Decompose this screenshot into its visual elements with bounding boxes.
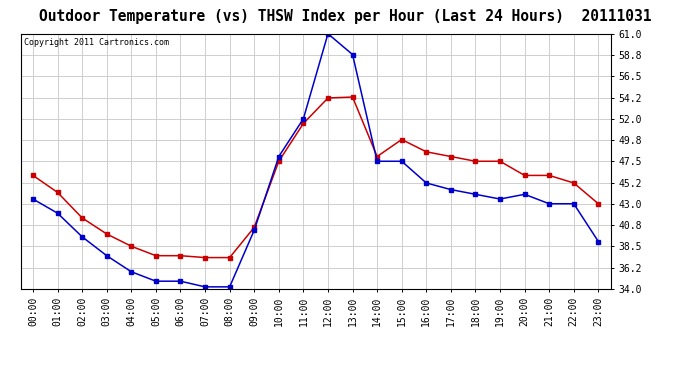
Text: Outdoor Temperature (vs) THSW Index per Hour (Last 24 Hours)  20111031: Outdoor Temperature (vs) THSW Index per … xyxy=(39,9,651,24)
Text: Copyright 2011 Cartronics.com: Copyright 2011 Cartronics.com xyxy=(23,38,168,46)
